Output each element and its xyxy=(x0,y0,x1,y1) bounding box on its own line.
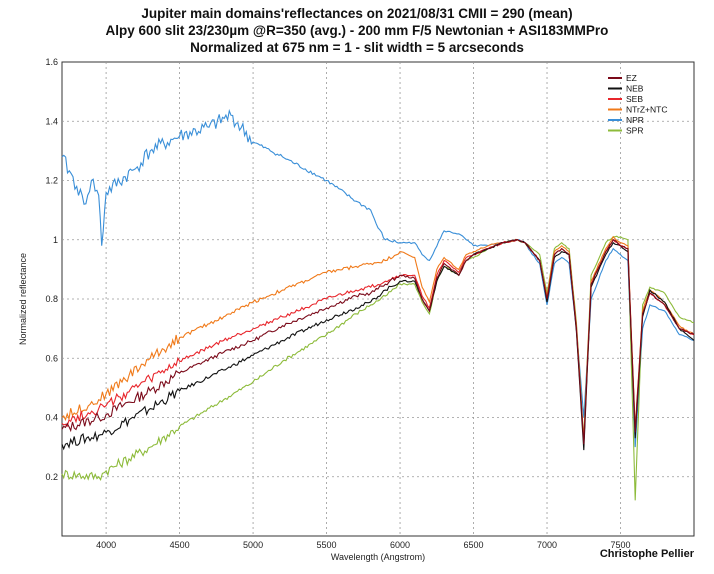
x-tick-label: 4000 xyxy=(96,540,116,550)
y-tick-label: 0.6 xyxy=(45,353,58,363)
x-tick-label: 6000 xyxy=(390,540,410,550)
x-tick-label: 5500 xyxy=(317,540,337,550)
chart-title-line-3: Normalized at 675 nm = 1 - slit width = … xyxy=(190,40,524,55)
x-tick-label: 4500 xyxy=(170,540,190,550)
y-tick-label: 0.8 xyxy=(45,294,58,304)
legend-label: SPR xyxy=(626,126,643,136)
y-tick-label: 0.4 xyxy=(45,413,58,423)
x-tick-label: 7000 xyxy=(537,540,557,550)
author-credit: Christophe Pellier xyxy=(599,548,694,560)
y-tick-label: 0.2 xyxy=(45,472,58,482)
y-tick-label: 1.4 xyxy=(45,116,58,126)
x-axis-label: Wavelength (Angstrom) xyxy=(331,552,425,562)
legend-label: NPR xyxy=(626,115,644,125)
x-tick-labels: 4000 4500 5000 5500 6000 6500 7000 7500 xyxy=(96,540,630,550)
y-tick-label: 1.2 xyxy=(45,176,58,186)
legend-label: NTrZ+NTC xyxy=(626,105,667,115)
series-line-ez xyxy=(61,239,695,445)
y-tick-label: 1.6 xyxy=(45,57,58,67)
series-lines xyxy=(61,108,695,501)
y-tick-labels: 0.2 0.4 0.6 0.8 1 1.2 1.4 1.6 xyxy=(45,57,58,482)
x-tick-label: 5000 xyxy=(243,540,263,550)
y-tick-label: 1 xyxy=(53,235,58,245)
legend-label: SEB xyxy=(626,94,643,104)
legend-label: EZ xyxy=(626,73,637,83)
y-axis-label: Normalized reflectance xyxy=(18,253,28,345)
x-tick-label: 7500 xyxy=(610,540,630,550)
legend-label: NEB xyxy=(626,84,644,94)
chart-title-line-1: Jupiter main domains'reflectances on 202… xyxy=(141,6,573,21)
x-tick-label: 6500 xyxy=(464,540,484,550)
chart-title-line-2: Alpy 600 slit 23/230µm @R=350 (avg.) - 2… xyxy=(105,23,609,38)
